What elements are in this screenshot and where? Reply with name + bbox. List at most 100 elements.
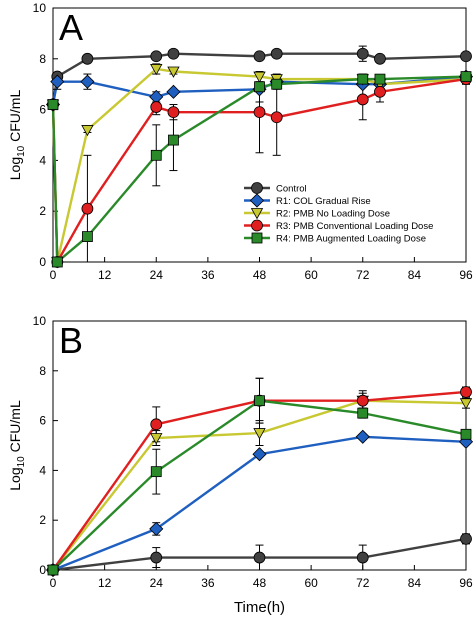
legend-label: Control [276,184,307,195]
panel-a-data-point [167,106,180,119]
panel-a-data-point [253,106,266,119]
legend-swatch-marker [251,232,263,244]
panel-a-x-tick-label: 24 [150,268,164,282]
panel-b-data-point [252,447,267,462]
panel-a-data-point [81,202,94,215]
panel-b-data-point [150,433,163,445]
panel-a-data-point [254,81,265,93]
panel-b-data-point [357,407,369,419]
panel-a-data-point [81,52,94,65]
panel-a-x-tick-label: 72 [356,268,370,282]
panel-b-x-tick-label: 48 [253,576,267,590]
panel-a-x-tick-label: 36 [201,268,215,282]
panel-a-data-point [82,231,93,243]
panel-a-data-point [166,84,181,99]
panel-b-x-tick-label: 60 [304,576,318,590]
panel-a-x-tick-label: 12 [98,268,112,282]
legend-swatch-marker [251,182,263,194]
panel-a-data-point [357,73,369,85]
panel-a-x-tick-label: 60 [304,268,318,282]
panel-b-data-point [47,564,59,576]
panel-b-y-axis-label: Log10 CFU/mL [7,400,27,491]
panel-a-data-point [150,101,163,113]
panel-a-y-tick-label: 10 [33,1,47,15]
panel-a-x-tick-label: 48 [253,268,267,282]
panel-a-series-0 [51,52,467,105]
legend-label: R3: PMB Conventional Loading Dose [276,221,433,232]
panel-a-series-line [51,75,467,265]
panel-b-x-tick-label: 0 [50,576,57,590]
panel-b-y-tick-label: 4 [39,463,46,477]
panel-a-data-point [168,134,179,146]
panel-b-x-tick-label: 36 [201,576,215,590]
panel-a-data-point [356,47,369,60]
panel-a-data-point [81,125,94,137]
panel-b-data-point [150,551,163,564]
panel-a-data-point [356,93,369,106]
panel-b-x-axis-label: Time(h) [234,599,285,616]
legend-swatch-marker [251,219,263,232]
panel-a-data-point [271,78,283,90]
panel-b-data-point [459,398,473,410]
panel-a-y-tick-label: 0 [39,255,46,269]
panel-a-y-axis-label-sub: 10 [16,145,27,157]
panel-a-series-line [51,67,467,263]
panel-a-y-tick-label: 6 [39,103,46,117]
panel-b-data-point [150,466,162,478]
panel-b-series-0-errors [152,533,470,571]
panel-a-data-point [150,149,162,161]
panel-b-y-tick-label: 8 [39,364,46,378]
panel-a-data-point [374,85,386,98]
panel-b-data-point [150,418,163,431]
panel-a-data-point [167,47,180,60]
panel-b-y-tick-label: 0 [39,563,46,577]
legend-swatch-marker [250,208,264,220]
panel-a-y-axis-label: Log10 CFU/mL [7,90,27,181]
panel-a-data-point [460,50,472,63]
panel-b-data-point [460,532,472,545]
panel-b-data-point [253,551,266,564]
panel-a-series-line [51,75,467,105]
panel-a-data-point [47,99,59,110]
panel-a-data-point [460,71,472,82]
panel-a-data-point [150,50,163,63]
legend-label: R2: PMB No Loading Dose [276,209,390,220]
panel-b-y-axis-label-main: Log [7,467,23,490]
panel-a-series-4 [51,75,467,265]
panel-a-data-point [270,111,283,124]
panel-a-data-point [80,74,95,89]
legend-label: R1: COL Gradual Rise [276,196,371,207]
panel-b-panel-letter: B [59,320,83,361]
panel-b-data-point [356,394,369,407]
panel-a-data-point [51,256,63,268]
legend-swatch-marker [249,193,265,208]
legend-label: R4: PMB Augmented Loading Dose [276,234,426,245]
panel-a-series-line [51,52,467,105]
panel-a-y-tick-label: 8 [39,52,46,66]
panel-b-data-point [253,428,266,440]
panel-b-data-point [460,428,472,440]
panel-a-panel-letter: A [59,7,83,48]
panel-a-data-point [50,74,65,89]
panel-b-x-tick-label: 84 [408,576,422,590]
panel-b-y-tick-label: 10 [33,314,47,328]
panel-a-data-point [374,73,386,85]
panel-a-data-point [253,50,266,63]
panel-a-data-point [374,52,386,65]
panel-a-series-2 [51,67,467,263]
panel-b-series-3-errors [152,377,470,443]
panel-b-data-point [460,386,472,398]
panel-a-series-4-markers [47,71,472,268]
panel-a-series-1 [51,75,467,105]
panel-b-y-tick-label: 2 [39,513,46,527]
panel-a-x-tick-label: 96 [459,268,473,282]
panel-a-y-tick-label: 2 [39,204,46,218]
panel-a-data-point [270,47,283,60]
panel-a-data-point [150,64,163,76]
panel-b-x-tick-label: 12 [98,576,112,590]
